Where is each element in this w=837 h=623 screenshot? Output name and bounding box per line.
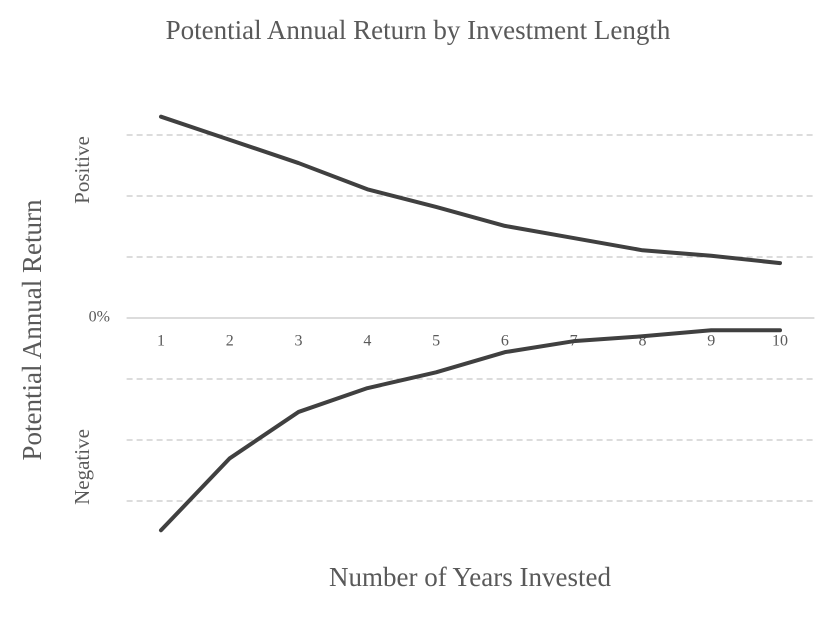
x-tick-label: 5 [432, 333, 440, 350]
line-series [158, 114, 783, 266]
chart-title: Potential Annual Return by Investment Le… [166, 15, 671, 45]
x-tick-label: 10 [772, 333, 788, 350]
x-tick-label: 6 [501, 333, 509, 350]
x-tick-label: 8 [638, 333, 646, 350]
line-series [158, 328, 783, 533]
y-tick-label: 0% [89, 309, 110, 326]
x-tick-label: 3 [295, 333, 303, 350]
x-axis-title: Number of Years Invested [329, 562, 611, 592]
negative-label: Negative [70, 429, 94, 505]
x-tick-label: 9 [707, 333, 715, 350]
x-tick-label: 2 [226, 333, 234, 350]
positive-label: Positive [70, 136, 94, 204]
y-axis-title: Potential Annual Return [17, 199, 47, 460]
x-tick-label: 4 [363, 333, 371, 350]
x-tick-label: 1 [157, 333, 165, 350]
